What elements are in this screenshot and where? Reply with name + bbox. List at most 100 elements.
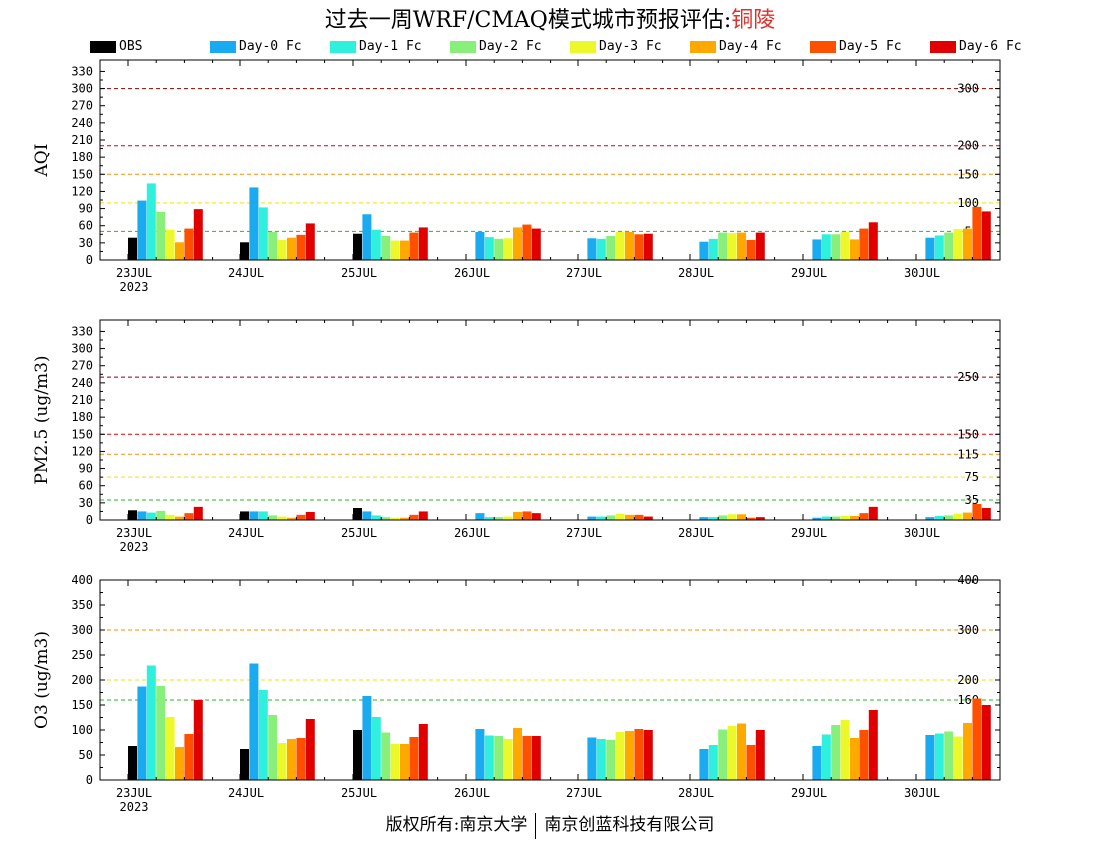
bar (475, 729, 485, 780)
bar (400, 517, 409, 520)
y-tick-label: 210 (71, 393, 93, 407)
legend-item: Day-3 Fc (570, 36, 662, 54)
bar (258, 207, 268, 260)
bar (353, 730, 362, 780)
bar (944, 232, 954, 260)
legend-item: Day-0 Fc (210, 36, 302, 54)
x-tick-label: 26JUL (454, 786, 490, 800)
x-tick-label: 29JUL (791, 266, 827, 280)
bar (755, 730, 765, 780)
x-tick-label: 24JUL (228, 526, 264, 540)
bar (746, 240, 756, 260)
legend-item: Day-4 Fc (690, 36, 782, 54)
y-tick-label: 100 (71, 723, 93, 737)
x-tick-label: 23JUL (116, 526, 152, 540)
copyright-footer: 版权所有:南京大学 南京创蓝科技有限公司 (0, 810, 1100, 839)
bar (850, 738, 859, 780)
bar (522, 736, 532, 780)
bar (353, 233, 362, 260)
bar (643, 233, 653, 260)
bar (746, 745, 756, 780)
bar (296, 738, 306, 780)
bar (268, 515, 278, 520)
bar (606, 740, 616, 780)
bar (305, 512, 315, 520)
bar (305, 719, 315, 780)
y-tick-label: 270 (71, 99, 93, 113)
bar (296, 514, 306, 520)
y-tick-label: 0 (86, 773, 93, 787)
bar (381, 732, 391, 780)
x-tick-label: 27JUL (566, 786, 602, 800)
reference-label: 300 (957, 623, 979, 637)
y-tick-label: 60 (79, 479, 93, 493)
legend-label: Day-2 Fc (479, 39, 542, 54)
bar (812, 517, 822, 520)
y-tick-label: 30 (79, 496, 93, 510)
bar (475, 513, 485, 520)
bar (746, 517, 756, 520)
bar (868, 506, 878, 520)
bar (963, 512, 972, 520)
x-tick-label: 25JUL (341, 786, 377, 800)
footer-divider (535, 812, 537, 839)
legend-swatch (570, 40, 596, 53)
bar (596, 238, 606, 260)
bar (925, 735, 935, 780)
bar (531, 228, 541, 260)
x-tick-label: 28JUL (678, 786, 714, 800)
bar (362, 696, 372, 780)
x-tick-label: 25JUL (341, 266, 377, 280)
copyright-right: 南京创蓝科技有限公司 (544, 815, 715, 835)
bar (305, 223, 315, 260)
x-tick-label: 23JUL (116, 786, 152, 800)
bar (258, 511, 268, 520)
bar (409, 232, 419, 260)
x-tick-label: 30JUL (904, 266, 940, 280)
bar (418, 511, 428, 520)
bar (831, 516, 841, 520)
plot-frame (99, 59, 1001, 261)
y-tick-label: 90 (79, 202, 93, 216)
bar (643, 730, 653, 780)
bar (840, 516, 850, 520)
reference-label: 150 (957, 167, 979, 181)
bar (184, 734, 194, 780)
bar (146, 512, 156, 520)
y-tick-label: 200 (71, 673, 93, 687)
bar (972, 206, 982, 260)
y-tick-label: 300 (71, 342, 93, 356)
bar (494, 736, 504, 780)
bar (249, 511, 259, 520)
bar (634, 729, 644, 780)
bar (522, 511, 532, 520)
bar (587, 516, 597, 520)
bar (981, 705, 991, 780)
x-year-label: 2023 (120, 540, 149, 554)
legend-swatch (930, 40, 956, 53)
bar (737, 514, 746, 520)
bar (146, 183, 156, 260)
bar (587, 737, 597, 780)
reference-label: 115 (957, 447, 979, 461)
bar (175, 242, 184, 260)
legend-label: Day-3 Fc (599, 39, 662, 54)
bar (531, 513, 541, 520)
x-tick-label: 30JUL (904, 526, 940, 540)
bar (371, 229, 381, 260)
bar (390, 744, 400, 780)
legend-label: Day-5 Fc (839, 39, 902, 54)
bar (737, 232, 746, 260)
reference-label: 200 (957, 673, 979, 687)
bar (963, 228, 972, 260)
bar (755, 232, 765, 260)
y-tick-label: 240 (71, 376, 93, 390)
legend-item: Day-2 Fc (450, 36, 542, 54)
legend-label: OBS (119, 39, 143, 54)
bar (953, 736, 963, 780)
y-tick-label: 350 (71, 598, 93, 612)
bar (522, 224, 532, 260)
bar (193, 700, 203, 780)
y-tick-label: 240 (71, 116, 93, 130)
